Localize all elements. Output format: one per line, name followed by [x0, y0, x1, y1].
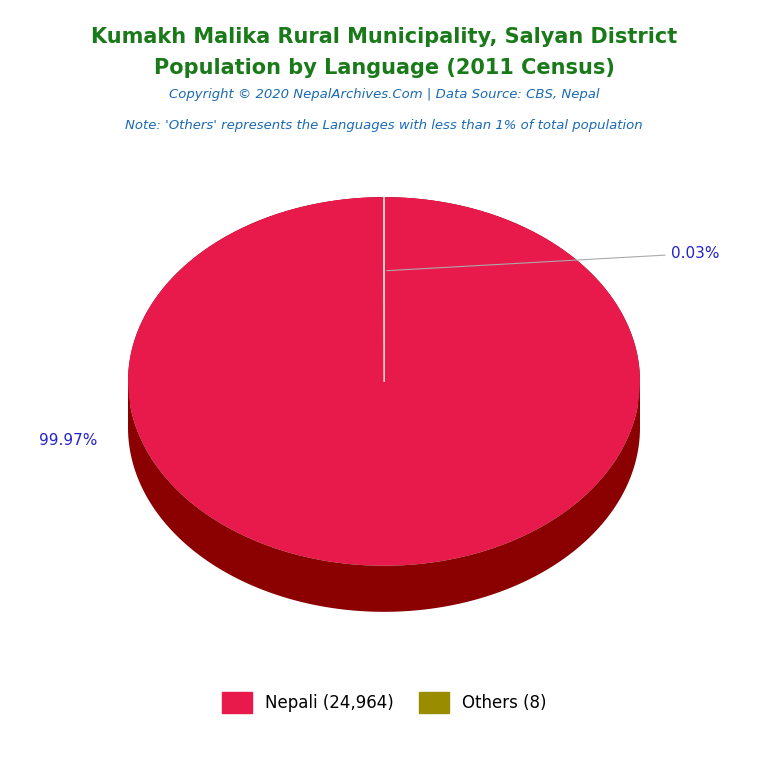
Text: Copyright © 2020 NepalArchives.Com | Data Source: CBS, Nepal: Copyright © 2020 NepalArchives.Com | Dat… — [169, 88, 599, 101]
Polygon shape — [128, 382, 640, 612]
Text: Population by Language (2011 Census): Population by Language (2011 Census) — [154, 58, 614, 78]
Text: Note: 'Others' represents the Languages with less than 1% of total population: Note: 'Others' represents the Languages … — [125, 119, 643, 132]
Polygon shape — [384, 197, 640, 425]
Polygon shape — [128, 197, 640, 566]
Text: 99.97%: 99.97% — [39, 433, 98, 448]
Legend: Nepali (24,964), Others (8): Nepali (24,964), Others (8) — [214, 684, 554, 721]
Text: 0.03%: 0.03% — [386, 246, 719, 270]
Text: Kumakh Malika Rural Municipality, Salyan District: Kumakh Malika Rural Municipality, Salyan… — [91, 27, 677, 47]
Polygon shape — [128, 197, 383, 425]
